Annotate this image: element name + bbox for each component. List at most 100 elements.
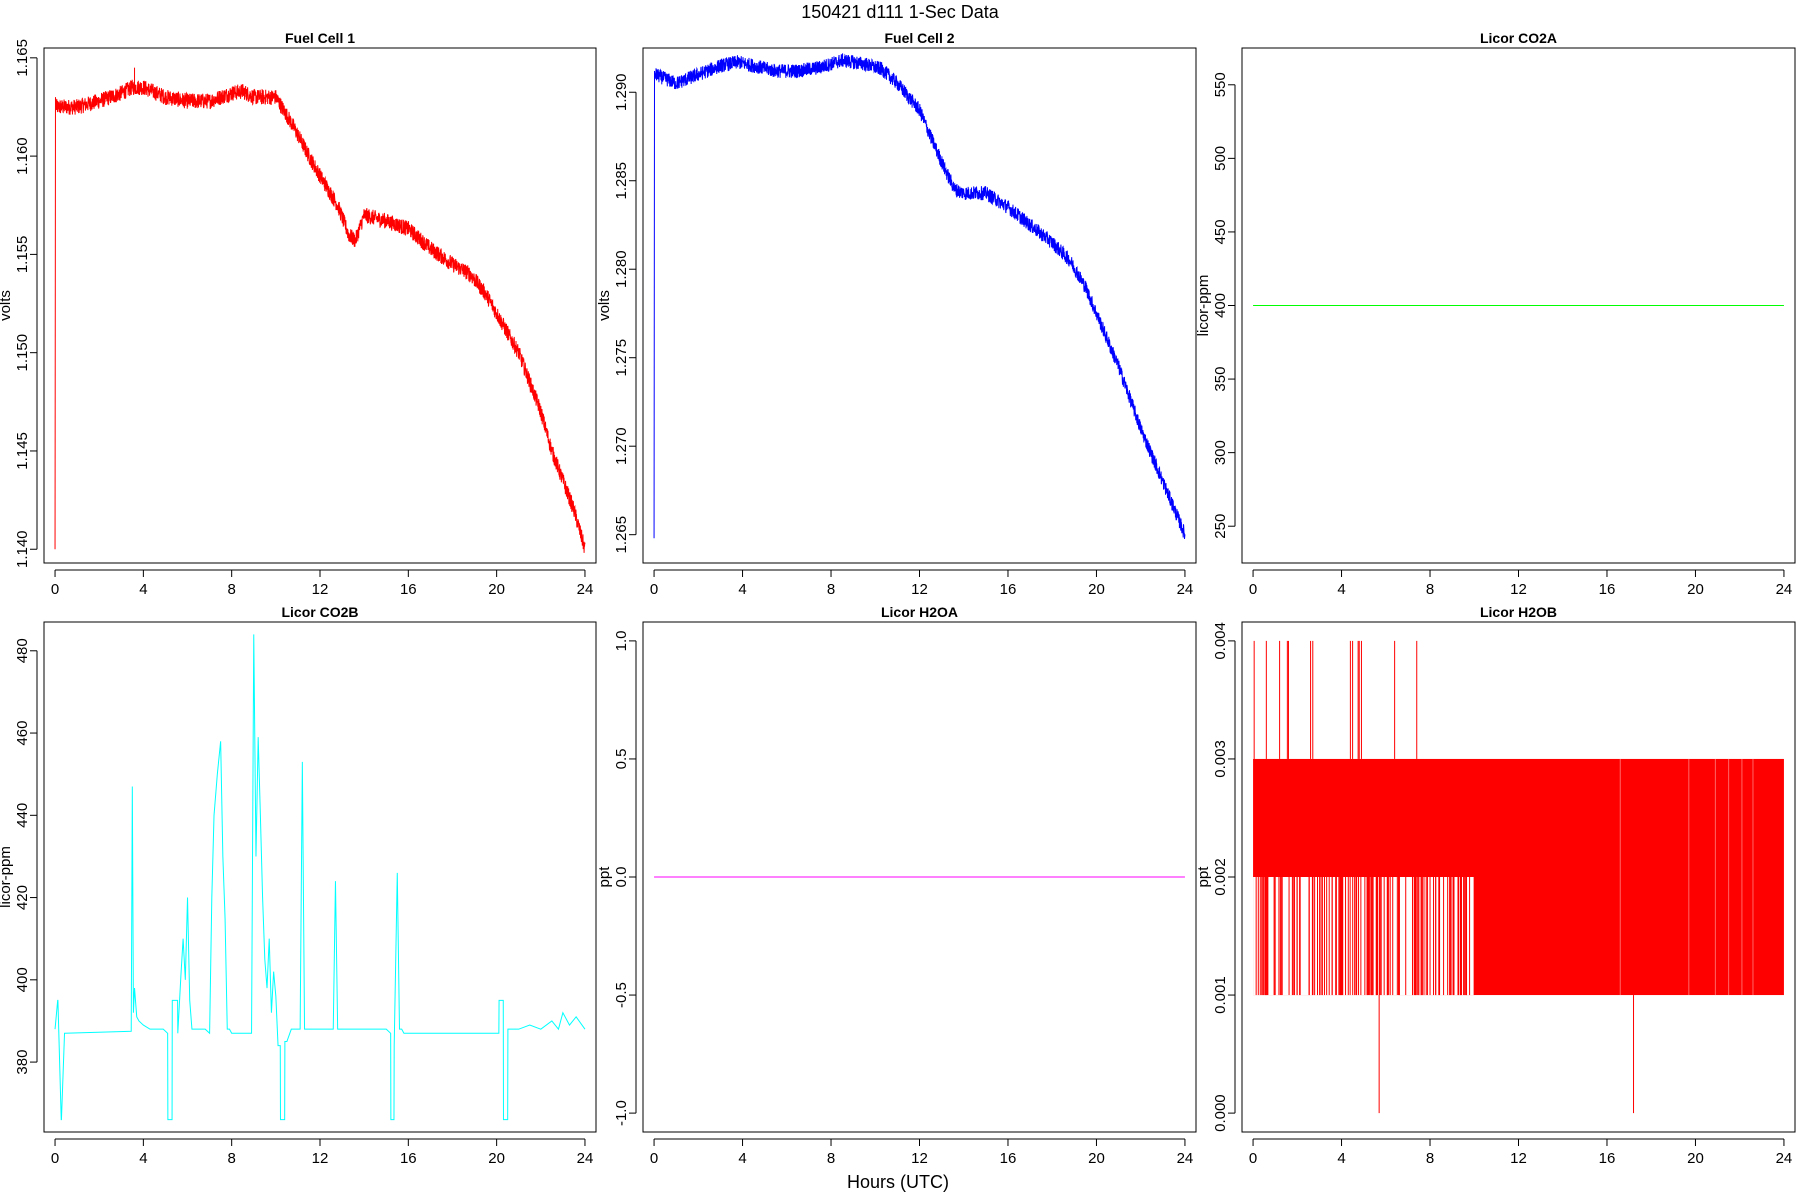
panel-title: Licor H2OA [881, 604, 958, 620]
x-tick-label: 20 [1687, 1150, 1704, 1167]
y-tick-label: -1.0 [613, 1100, 630, 1126]
series-gap [1253, 877, 1475, 996]
y-tick-label: 1.150 [14, 334, 31, 372]
y-tick-label: 450 [1212, 219, 1229, 244]
x-tick-label: 0 [51, 1150, 59, 1167]
panel-title: Fuel Cell 1 [285, 30, 355, 46]
y-tick-label: 0.0 [613, 867, 630, 888]
y-tick-label: 1.275 [613, 339, 630, 377]
y-tick-label: 1.285 [613, 162, 630, 200]
panel-title: Fuel Cell 2 [884, 30, 954, 46]
y-axis-label: ppt [596, 866, 613, 888]
x-tick-label: 12 [911, 1150, 928, 1167]
x-tick-label: 8 [827, 581, 835, 598]
plot-frame [1241, 621, 1796, 1133]
x-tick-label: 24 [577, 581, 594, 598]
y-tick-label: 1.145 [14, 432, 31, 470]
x-tick-label: 20 [1088, 581, 1105, 598]
y-tick-label: 460 [14, 721, 31, 746]
y-axis-label: licor-ppm [0, 846, 14, 908]
y-tick-label: 480 [14, 638, 31, 663]
x-tick-label: 12 [312, 581, 329, 598]
y-tick-label: 500 [1212, 146, 1229, 171]
panel-title: Licor CO2A [1480, 30, 1557, 46]
y-tick-label: 400 [1212, 293, 1229, 318]
panels: Fuel Cell 1 volts 0 4 8 12 16 20 24 1.140 1.145 1.1… [0, 30, 1796, 1167]
x-tick-label: 12 [1510, 581, 1527, 598]
y-tick-label: 1.140 [14, 530, 31, 568]
y-tick-label: 380 [14, 1050, 31, 1075]
panel-1: Fuel Cell 1 volts 0 4 8 12 16 20 24 1.140 1.145 1.1… [0, 30, 597, 598]
y-tick-label: 1.280 [613, 250, 630, 288]
y-tick-label: 0.004 [1212, 622, 1229, 660]
series-group [54, 67, 586, 553]
y-tick-label: 550 [1212, 72, 1229, 97]
x-tick-label: 16 [1599, 581, 1616, 598]
series-group [54, 634, 586, 1121]
x-tick-label: 8 [228, 1150, 236, 1167]
x-tick-label: 12 [911, 581, 928, 598]
y-tick-label: 440 [14, 803, 31, 828]
x-tick-label: 4 [738, 581, 746, 598]
x-tick-label: 20 [488, 581, 505, 598]
series-line [54, 79, 586, 553]
x-tick-label: 4 [139, 1150, 147, 1167]
x-tick-label: 20 [1088, 1150, 1105, 1167]
y-tick-label: 0.001 [1212, 976, 1229, 1014]
y-tick-label: 1.290 [613, 73, 630, 111]
x-tick-label: 12 [1510, 1150, 1527, 1167]
y-axis-label: ppt [1195, 866, 1212, 888]
x-tick-label: 16 [1000, 581, 1017, 598]
y-tick-label: 0.5 [613, 749, 630, 770]
series-line [54, 634, 586, 1121]
x-tick-label: 24 [1776, 1150, 1793, 1167]
y-axis-label: volts [596, 290, 613, 321]
figure-xlabel: Hours (UTC) [847, 1172, 949, 1192]
y-tick-label: 0.003 [1212, 740, 1229, 778]
y-tick-label: 1.160 [14, 137, 31, 175]
y-tick-label: 1.270 [613, 427, 630, 465]
y-tick-label: 1.265 [613, 516, 630, 554]
x-tick-label: 4 [738, 1150, 746, 1167]
panel-title: Licor CO2B [281, 604, 358, 620]
x-tick-label: 8 [827, 1150, 835, 1167]
plot-frame [43, 47, 597, 564]
plot-frame [43, 621, 597, 1133]
x-tick-label: 8 [1426, 1150, 1434, 1167]
y-tick-label: 1.165 [14, 39, 31, 77]
y-tick-label: 1.155 [14, 236, 31, 274]
panel-3: Licor CO2A licor-ppm 0 4 8 12 16 20 24 250 300 350 4… [1195, 30, 1796, 598]
x-tick-label: 24 [1776, 581, 1793, 598]
panel-2: Fuel Cell 2 volts 0 4 8 12 16 20 24 1.265 1.270 1.2… [596, 30, 1197, 598]
y-tick-label: 1.0 [613, 630, 630, 651]
y-tick-label: 250 [1212, 514, 1229, 539]
x-tick-label: 24 [577, 1150, 594, 1167]
x-tick-label: 0 [1249, 1150, 1257, 1167]
panel-title: Licor H2OB [1480, 604, 1557, 620]
series-group [1253, 640, 1784, 1114]
x-tick-label: 16 [400, 581, 417, 598]
y-axis-label: licor-ppm [1195, 275, 1212, 337]
plot-frame [1241, 47, 1796, 564]
panel-4: Licor CO2B licor-ppm 0 4 8 12 16 20 24 380 400 420 4… [0, 604, 597, 1167]
y-tick-label: 300 [1212, 440, 1229, 465]
series-group [653, 53, 1186, 540]
x-tick-label: 8 [1426, 581, 1434, 598]
x-tick-label: 4 [1337, 1150, 1345, 1167]
y-tick-label: 0.000 [1212, 1094, 1229, 1132]
x-tick-label: 0 [650, 581, 658, 598]
y-tick-label: 0.002 [1212, 858, 1229, 896]
panel-5: Licor H2OA ppt 0 4 8 12 16 20 24 -1.0 -0.5 0.0 0.5 1.… [596, 604, 1197, 1167]
x-tick-label: 20 [1687, 581, 1704, 598]
plot-frame [642, 621, 1197, 1133]
x-tick-label: 20 [488, 1150, 505, 1167]
x-tick-label: 0 [1249, 581, 1257, 598]
y-tick-label: 400 [14, 967, 31, 992]
series-line [653, 53, 1186, 540]
x-tick-label: 4 [139, 581, 147, 598]
plot-frame [642, 47, 1197, 564]
figure-title: 150421 d111 1-Sec Data [801, 2, 999, 22]
x-tick-label: 12 [312, 1150, 329, 1167]
x-tick-label: 24 [1177, 581, 1194, 598]
